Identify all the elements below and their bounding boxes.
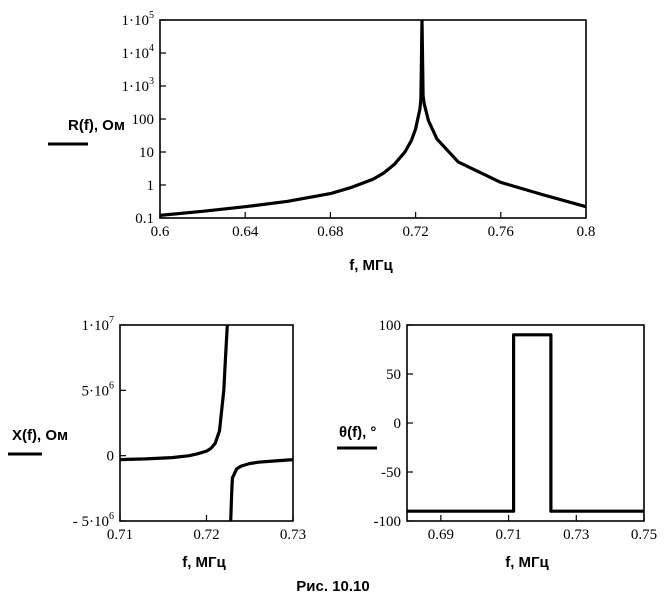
chart-r: 0.6 0.64 0.68 0.72 0.76 0.8 0.1 1 10 100 1·103 1·10… (48, 10, 595, 274)
x-tick-label: 0.64 (232, 224, 259, 240)
y-tick-label: 1 (147, 178, 155, 194)
series-line-1 (229, 458, 293, 521)
x-tick-label: 0.71 (107, 527, 133, 543)
y-tick-label: 0.1 (135, 211, 154, 227)
figure-caption: Рис. 10.10 (296, 578, 370, 595)
y-axis-label: R(f), Ом (68, 117, 125, 134)
series-line-0 (160, 20, 586, 217)
y-tick-label: 1·104 (122, 43, 155, 62)
x-axis-label: f, МГц (349, 257, 393, 274)
y-axis-label: X(f), Ом (12, 427, 68, 444)
x-tick-label: 0.72 (402, 224, 428, 240)
series-line-0 (120, 325, 229, 462)
x-tick-label: 0.73 (280, 527, 306, 543)
plot-frame (406, 324, 645, 522)
y-tick-label: -100 (374, 514, 402, 530)
x-axis-label: f, МГц (505, 554, 549, 571)
y-axis-label: θ(f), ° (339, 424, 376, 441)
y-tick-label: 1·103 (122, 76, 155, 95)
y-tick-label: 1·105 (122, 10, 155, 29)
y-tick-label: 100 (132, 112, 155, 128)
y-tick-label: -50 (381, 465, 401, 481)
plot-frame (119, 324, 294, 522)
y-tick-label: 5·106 (82, 380, 115, 399)
x-axis-label: f, МГц (182, 554, 226, 571)
series-line-0 (407, 333, 644, 513)
chart-theta: 0.69 0.71 0.73 0.75 -100 -50 0 50 100 f, МГц θ(f),… (337, 318, 657, 571)
x-tick-label: 0.71 (495, 527, 521, 543)
y-tick-label: 0 (394, 416, 402, 432)
x-tick-label: 0.68 (317, 224, 343, 240)
x-tick-label: 0.75 (631, 527, 657, 543)
x-tick-label: 0.76 (488, 224, 515, 240)
x-tick-label: 0.69 (428, 527, 454, 543)
y-tick-label: 10 (139, 145, 154, 161)
x-tick-label: 0.72 (193, 527, 219, 543)
y-tick-label: 1·107 (82, 315, 115, 334)
x-tick-label: 0.8 (577, 224, 596, 240)
y-tick-label: 50 (386, 367, 401, 383)
x-tick-label: 0.73 (563, 527, 589, 543)
x-tick-label: 0.6 (151, 224, 170, 240)
chart-x: 0.71 0.72 0.73 - 5·106 0 5·106 1·107 f, МГц X(f)… (8, 315, 306, 571)
y-tick-label: - 5·106 (73, 511, 114, 530)
y-tick-label: 0 (107, 449, 115, 465)
y-tick-label: 100 (379, 318, 402, 334)
